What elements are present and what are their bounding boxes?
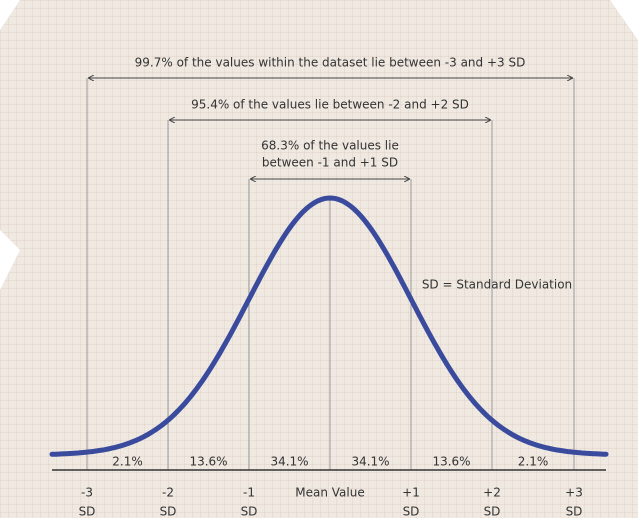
axis-unit: SD <box>484 505 501 518</box>
sd-note: SD = Standard Deviation <box>422 278 572 292</box>
segment-percent: 2.1% <box>518 455 549 469</box>
axis-label: +3 <box>565 486 583 500</box>
bell-curve <box>49 195 609 457</box>
corner <box>610 0 638 40</box>
range-label: 95.4% of the values lie between -2 and +… <box>191 98 469 112</box>
range-label: 68.3% of the values lie <box>261 139 399 153</box>
axis-label: -2 <box>162 486 174 500</box>
axis-label: -1 <box>243 486 255 500</box>
axis-label: Mean Value <box>295 486 364 500</box>
range-label: between -1 and +1 SD <box>262 156 398 170</box>
segment-percent: 13.6% <box>432 455 470 469</box>
axis-unit: SD <box>403 505 420 518</box>
segment-percent: 34.1% <box>270 455 308 469</box>
axis-label: +1 <box>402 486 420 500</box>
segment-percent: 34.1% <box>351 455 389 469</box>
axis-label: +2 <box>483 486 501 500</box>
labels: 2.1% 13.6% 34.1% 34.1% 13.6% 2.1% -3 SD -2 SD -1 SD… <box>79 455 583 518</box>
corner <box>0 230 20 290</box>
sd-lines <box>86 78 575 470</box>
segment-percent: 13.6% <box>189 455 227 469</box>
corner <box>0 0 20 30</box>
segment-percent: 2.1% <box>112 455 143 469</box>
range-label: 99.7% of the values within the dataset l… <box>135 56 526 70</box>
axis-unit: SD <box>79 505 96 518</box>
axis-label: -3 <box>81 486 93 500</box>
axis-unit: SD <box>241 505 258 518</box>
axis-unit: SD <box>160 505 177 518</box>
axis-unit: SD <box>566 505 583 518</box>
